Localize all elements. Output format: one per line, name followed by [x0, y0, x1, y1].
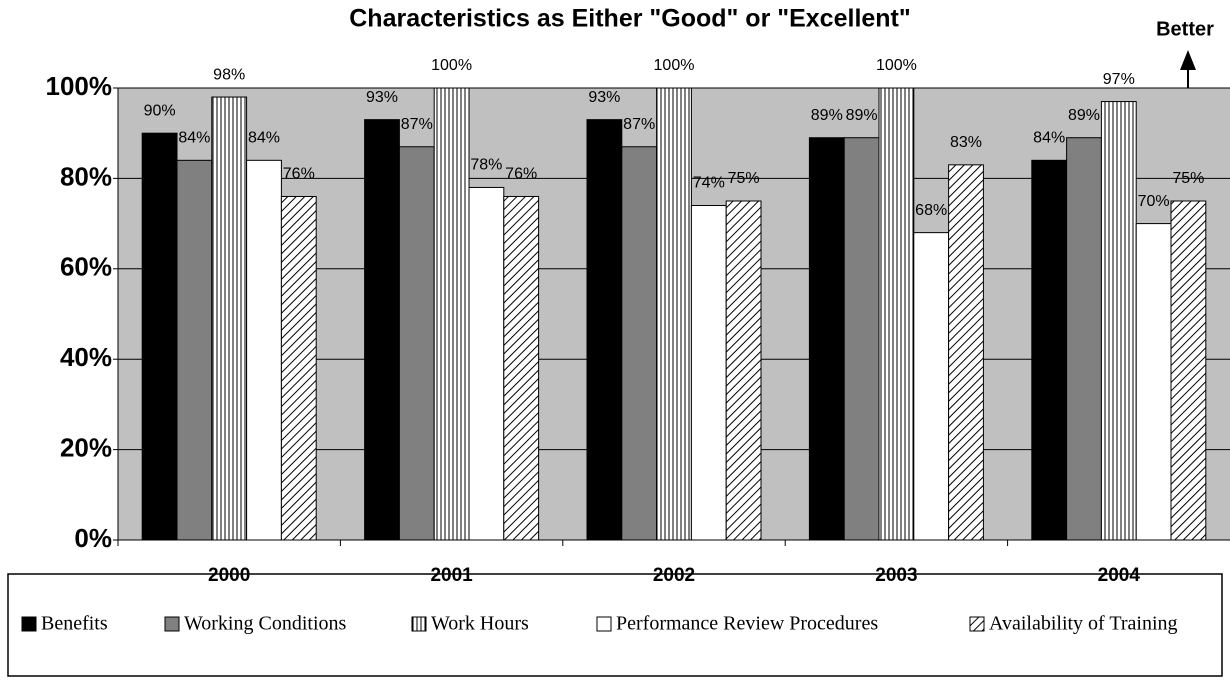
value-label: 98% — [213, 66, 245, 83]
x-tick-label: 2003 — [875, 565, 917, 586]
bar — [246, 159, 282, 541]
bar — [621, 146, 658, 541]
value-label: 87% — [401, 116, 433, 133]
bar — [280, 195, 317, 541]
bar — [176, 159, 213, 541]
legend-label: Benefits — [41, 613, 108, 635]
bar — [1066, 137, 1102, 541]
x-tick-label: 2001 — [430, 565, 473, 586]
bar — [433, 87, 470, 541]
bar — [141, 132, 178, 541]
value-label: 75% — [1172, 170, 1204, 187]
value-label: 68% — [915, 202, 947, 219]
value-label: 76% — [505, 166, 537, 183]
value-label: 87% — [623, 116, 655, 133]
x-tick-label: 2002 — [653, 565, 695, 586]
legend-marker — [164, 616, 180, 632]
bar — [364, 119, 400, 541]
value-label: 93% — [588, 89, 620, 106]
bar — [725, 200, 762, 541]
bar — [1031, 159, 1068, 541]
bar — [468, 186, 505, 541]
legend-marker — [969, 616, 985, 632]
x-tick-label: 2000 — [208, 565, 250, 586]
bar — [1170, 200, 1207, 541]
y-tick-label: 20% — [60, 432, 112, 462]
legend-label: Working Conditions — [184, 613, 347, 635]
legend-marker — [596, 616, 612, 632]
legend-label: Work Hours — [431, 613, 529, 635]
arrow-head — [1180, 50, 1196, 70]
value-label: 84% — [1033, 130, 1065, 147]
legend-label: Performance Review Procedures — [616, 613, 878, 635]
value-label: 70% — [1138, 193, 1170, 210]
annotation: Better — [1156, 18, 1214, 40]
bar — [211, 96, 248, 541]
value-label: 97% — [1103, 71, 1135, 88]
value-label: 100% — [876, 57, 917, 74]
bar — [948, 164, 984, 541]
value-label: 75% — [728, 170, 760, 187]
bar — [398, 146, 435, 541]
x-tick-label: 2004 — [1098, 565, 1141, 586]
bar — [656, 87, 692, 541]
chart-title: Characteristics as Either "Good" or "Exc… — [349, 5, 911, 33]
bar — [1100, 101, 1137, 541]
bar — [1135, 223, 1172, 541]
value-label: 83% — [950, 134, 982, 151]
legend-marker — [21, 616, 37, 632]
value-label: 84% — [248, 130, 280, 147]
bar — [690, 205, 727, 541]
legend-marker — [411, 616, 427, 632]
value-label: 89% — [811, 107, 843, 124]
y-tick-label: 60% — [60, 252, 112, 282]
y-tick-label: 40% — [60, 342, 112, 372]
bar — [808, 137, 845, 541]
bar — [843, 137, 880, 541]
value-label: 93% — [366, 89, 398, 106]
y-tick-label: 100% — [46, 71, 113, 101]
value-label: 100% — [654, 57, 695, 74]
y-tick-label: 0% — [74, 523, 112, 553]
value-label: 90% — [144, 102, 176, 119]
value-label: 84% — [178, 130, 210, 147]
legend-box — [7, 573, 1223, 677]
bar — [586, 119, 623, 541]
value-label: 100% — [431, 57, 472, 74]
bar — [913, 232, 950, 541]
bar — [503, 195, 540, 541]
value-label: 76% — [283, 166, 315, 183]
value-label: 89% — [846, 107, 878, 124]
legend-label: Availability of Training — [989, 613, 1178, 635]
bar — [878, 87, 915, 541]
value-label: 74% — [693, 175, 725, 192]
y-tick-label: 80% — [60, 161, 112, 191]
value-label: 89% — [1068, 107, 1100, 124]
value-label: 78% — [470, 157, 502, 174]
